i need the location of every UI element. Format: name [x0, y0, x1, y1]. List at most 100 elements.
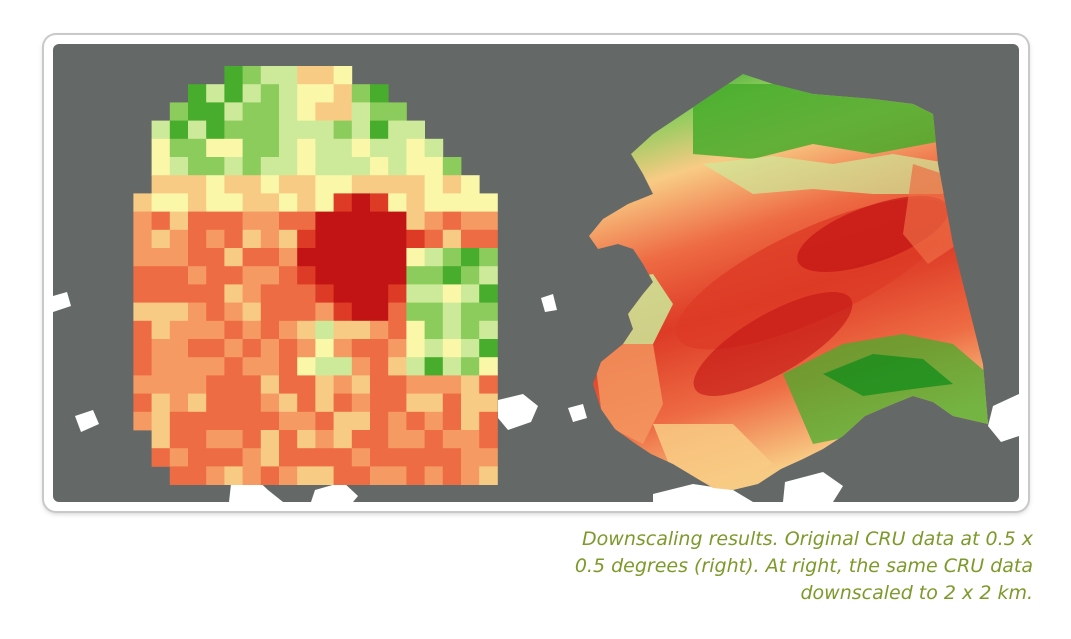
- grid-cell: [242, 157, 262, 176]
- grid-cell: [461, 357, 480, 376]
- grid-cell: [297, 193, 316, 212]
- grid-cell: [188, 120, 207, 140]
- grid-cell: [260, 138, 280, 158]
- grid-cell: [461, 411, 480, 431]
- grid-cell: [388, 229, 407, 249]
- grid-cell: [370, 266, 389, 285]
- grid-cell: [388, 248, 407, 267]
- grid-cell: [279, 120, 298, 140]
- grid-cell: [461, 320, 480, 340]
- grid-cell: [260, 357, 280, 376]
- grid-cell: [133, 266, 152, 285]
- grid-cell: [370, 157, 389, 176]
- grid-cell: [461, 430, 480, 449]
- grid-cell: [169, 393, 189, 413]
- grid-cell: [333, 466, 353, 485]
- grid-cell: [297, 448, 316, 467]
- grid-cell: [424, 430, 444, 449]
- grid-cell: [424, 266, 444, 285]
- grid-cell: [297, 120, 316, 140]
- grid-cell: [188, 266, 207, 285]
- grid-cell: [406, 248, 425, 267]
- grid-cell: [279, 229, 298, 249]
- grid-cell: [406, 357, 425, 376]
- grid-cell: [188, 229, 207, 249]
- grid-cell: [242, 448, 262, 467]
- grid-cell: [206, 339, 225, 358]
- grid-cell: [169, 102, 189, 121]
- grid-cell: [188, 466, 207, 485]
- grid-cell: [370, 229, 389, 249]
- grid-cell: [370, 466, 389, 485]
- grid-cell: [188, 211, 207, 231]
- grid-cell: [279, 266, 298, 285]
- grid-cell: [351, 430, 371, 449]
- grid-cell: [224, 157, 243, 176]
- grid-cell: [279, 138, 298, 158]
- grid-cell: [188, 157, 207, 176]
- grid-cell: [151, 339, 171, 358]
- grid-cell: [442, 193, 462, 212]
- grid-cell: [406, 175, 425, 194]
- grid-cell: [315, 411, 334, 431]
- grid-cell: [151, 248, 171, 267]
- grid-cell: [188, 320, 207, 340]
- grid-cell: [315, 320, 334, 340]
- grid-cell: [279, 320, 298, 340]
- grid-cell: [461, 284, 480, 303]
- grid-cell: [479, 411, 498, 431]
- grid-cell: [169, 211, 189, 231]
- grid-cell: [242, 138, 262, 158]
- grid-cell: [406, 339, 425, 358]
- grid-cell: [151, 375, 171, 394]
- grid-cell: [333, 448, 353, 467]
- grid-cell: [424, 157, 444, 176]
- grid-cell: [151, 393, 171, 413]
- grid-cell: [333, 84, 353, 103]
- cru-downscaled-map: [589, 74, 988, 490]
- grid-cell: [188, 357, 207, 376]
- grid-cell: [315, 284, 334, 303]
- grid-cell: [442, 302, 462, 322]
- grid-cell: [224, 430, 243, 449]
- grid-cell: [206, 84, 225, 103]
- grid-cell: [224, 175, 243, 194]
- grid-cell: [297, 284, 316, 303]
- grid-cell: [388, 448, 407, 467]
- grid-cell: [297, 375, 316, 394]
- grid-cell: [461, 448, 480, 467]
- grid-cell: [333, 120, 353, 140]
- grid-cell: [279, 157, 298, 176]
- grid-cell: [424, 375, 444, 394]
- grid-cell: [279, 175, 298, 194]
- grid-cell: [224, 66, 243, 85]
- grid-cell: [279, 375, 298, 394]
- grid-cell: [188, 302, 207, 322]
- grid-cell: [333, 430, 353, 449]
- grid-cell: [260, 466, 280, 485]
- grid-cell: [406, 375, 425, 394]
- grid-cell: [461, 375, 480, 394]
- grid-cell: [442, 466, 462, 485]
- grid-cell: [133, 248, 152, 267]
- grid-cell: [315, 302, 334, 322]
- grid-cell: [133, 393, 152, 413]
- grid-cell: [242, 466, 262, 485]
- grid-cell: [442, 430, 462, 449]
- grid-cell: [260, 193, 280, 212]
- grid-cell: [388, 211, 407, 231]
- grid-cell: [242, 266, 262, 285]
- grid-cell: [333, 157, 353, 176]
- grid-cell: [260, 266, 280, 285]
- grid-cell: [224, 211, 243, 231]
- grid-cell: [370, 411, 389, 431]
- map-panel: [53, 44, 1019, 502]
- grid-cell: [315, 193, 334, 212]
- grid-cell: [424, 302, 444, 322]
- grid-cell: [315, 393, 334, 413]
- grid-cell: [479, 357, 498, 376]
- grid-cell: [333, 102, 353, 121]
- grid-cell: [188, 284, 207, 303]
- grid-cell: [461, 302, 480, 322]
- grid-cell: [169, 430, 189, 449]
